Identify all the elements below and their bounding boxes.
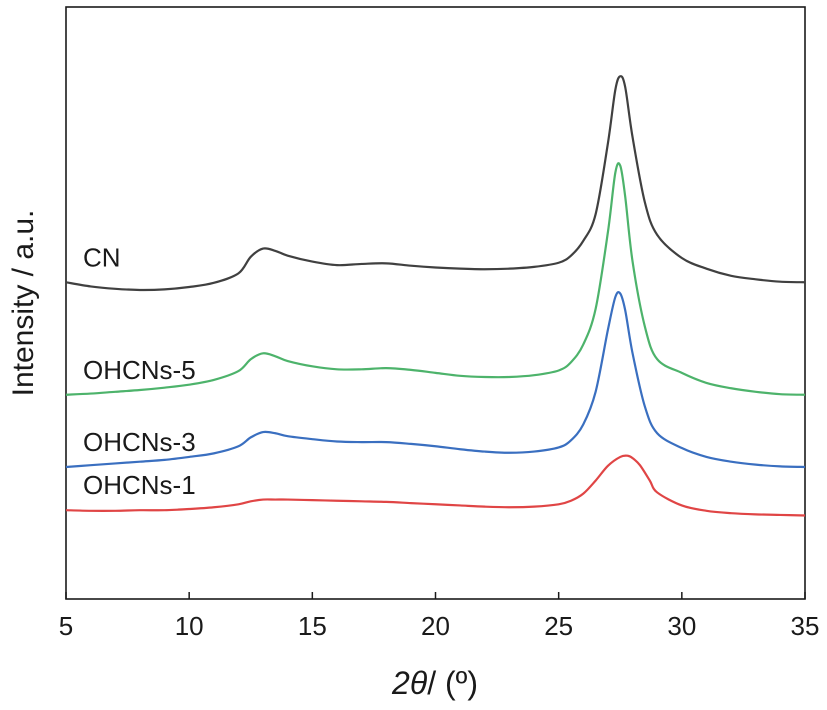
x-tick-label: 30 xyxy=(667,611,696,641)
x-tick-label: 15 xyxy=(298,611,327,641)
series-line-ohcns-1 xyxy=(65,454,806,517)
series-label-ohcns-5: OHCNs-5 xyxy=(83,355,196,385)
x-tick-label: 20 xyxy=(421,611,450,641)
x-axis-label-prefix: 2 xyxy=(391,665,410,701)
series-label-ohcns-3: OHCNs-3 xyxy=(83,427,196,457)
series-layer xyxy=(65,75,806,517)
series-label-cn: CN xyxy=(83,242,121,272)
x-axis-label-suffix: / (º) xyxy=(427,665,478,701)
series-label-ohcns-1: OHCNs-1 xyxy=(83,470,196,500)
y-axis-label: Intensity / a.u. xyxy=(7,210,40,397)
series-label-layer: CN OHCNs-5 OHCNs-3 OHCNs-1 xyxy=(83,242,196,500)
series-line-cn xyxy=(65,75,806,292)
series-line-ohcns-3 xyxy=(65,291,806,469)
x-axis-ticks: 5 10 15 20 25 30 35 xyxy=(59,592,820,641)
x-axis-label: 2θ/ (º) xyxy=(391,665,478,701)
x-tick-label: 35 xyxy=(791,611,820,641)
x-axis-label-symbol: θ xyxy=(410,665,428,701)
series-line-ohcns-5 xyxy=(65,162,806,396)
x-tick-label: 10 xyxy=(175,611,204,641)
x-tick-label: 5 xyxy=(59,611,73,641)
x-tick-label: 25 xyxy=(544,611,573,641)
